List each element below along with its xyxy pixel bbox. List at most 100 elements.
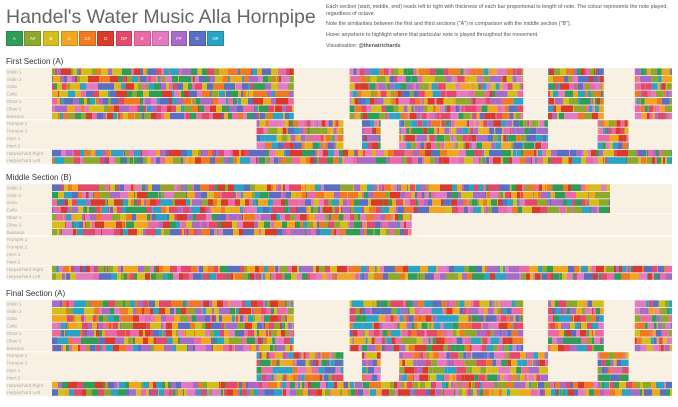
legend-key-c-sharp[interactable]: C# (79, 31, 96, 46)
note-bar (278, 68, 286, 75)
note-bar (476, 359, 487, 367)
note-bar (472, 83, 474, 90)
note-bar (340, 228, 346, 236)
note-bar (594, 337, 600, 344)
legend-key-b[interactable]: B (42, 31, 60, 46)
note-bar (528, 206, 532, 214)
legend-key-d-sharp[interactable]: D# (115, 31, 133, 46)
note-bar (242, 75, 244, 83)
note-bar (519, 273, 521, 280)
note-bar (408, 112, 410, 120)
note-bar (174, 214, 175, 221)
note-bar (631, 149, 636, 157)
note-bar (372, 149, 376, 157)
note-bar (144, 105, 146, 112)
note-bar (157, 75, 158, 83)
note-bar (197, 221, 200, 228)
note-bar (540, 374, 548, 381)
note-bar (368, 142, 372, 149)
legend-key-g-sharp[interactable]: G# (207, 31, 224, 46)
note-bar (599, 273, 601, 280)
note-bar (138, 300, 143, 307)
note-bar (499, 389, 502, 396)
note-bar (267, 90, 272, 98)
note-bar (214, 315, 216, 322)
note-bar (158, 191, 159, 199)
note-bar (624, 120, 628, 127)
note-bar (212, 389, 213, 396)
note-bar (666, 389, 670, 396)
note-bar (417, 105, 422, 112)
note-bar (510, 184, 511, 191)
note-bar (519, 83, 521, 90)
note-bar (622, 142, 628, 149)
note-bar (589, 330, 592, 337)
note-bar (393, 344, 400, 352)
note-bar (146, 68, 148, 75)
note-bar (121, 199, 122, 206)
note-bar (86, 83, 98, 90)
note-bar (450, 105, 456, 112)
legend-key-a-sharp[interactable]: A# (24, 31, 41, 46)
legend-key-d[interactable]: D (97, 31, 115, 46)
note-bar (277, 142, 284, 149)
note-bar (591, 206, 597, 214)
note-bar (52, 221, 58, 228)
credit-link[interactable]: @thenatrichards (358, 42, 401, 49)
legend-key-e[interactable]: E (133, 31, 151, 46)
note-bar (80, 149, 84, 157)
note-bar (328, 199, 332, 206)
note-bar (119, 381, 125, 389)
note-bar (183, 157, 185, 164)
note-bar (259, 214, 261, 221)
note-bar (401, 300, 404, 307)
note-bar (444, 265, 447, 273)
legend-key-f-sharp[interactable]: F# (170, 31, 188, 46)
note-bar (86, 68, 92, 75)
note-bar (123, 228, 128, 236)
note-bar (98, 337, 99, 344)
note-bar (244, 149, 249, 157)
note-bar (443, 98, 453, 105)
note-bar (434, 75, 446, 83)
note-bar (154, 337, 156, 344)
note-bar (218, 265, 220, 273)
note-bar (490, 330, 494, 337)
legend-key-c[interactable]: C (60, 31, 78, 46)
note-bar (456, 273, 458, 280)
note-bar (62, 273, 65, 280)
note-bar (429, 135, 436, 142)
note-bar (584, 273, 593, 280)
note-bar (270, 359, 272, 367)
note-bar (655, 330, 662, 337)
note-bar (487, 120, 494, 127)
note-bar (93, 315, 96, 322)
note-bar (558, 90, 565, 98)
note-bar (513, 149, 516, 157)
note-bar (391, 68, 393, 75)
note-bar (276, 199, 281, 206)
legend-key-g[interactable]: G (188, 31, 206, 46)
note-bar (581, 337, 587, 344)
note-bar (229, 344, 232, 352)
note-bar (359, 68, 365, 75)
note-bar (492, 184, 497, 191)
instrument-label: Oboe 2 (7, 222, 23, 227)
note-bar (473, 300, 480, 307)
note-bar (451, 120, 455, 127)
note-bar (506, 307, 512, 315)
note-bar (522, 307, 524, 315)
note-bar (486, 184, 488, 191)
note-bar (419, 273, 420, 280)
note-bar (448, 199, 450, 206)
note-bar (587, 265, 588, 273)
note-bar (472, 142, 477, 149)
note-bar (490, 191, 491, 199)
legend-key-f[interactable]: F (152, 31, 169, 46)
note-bar (664, 105, 666, 112)
note-bar (639, 330, 651, 337)
note-bar (509, 352, 521, 359)
legend-key-a[interactable]: A (6, 31, 23, 46)
note-bar (281, 199, 283, 206)
note-bar (156, 214, 167, 221)
